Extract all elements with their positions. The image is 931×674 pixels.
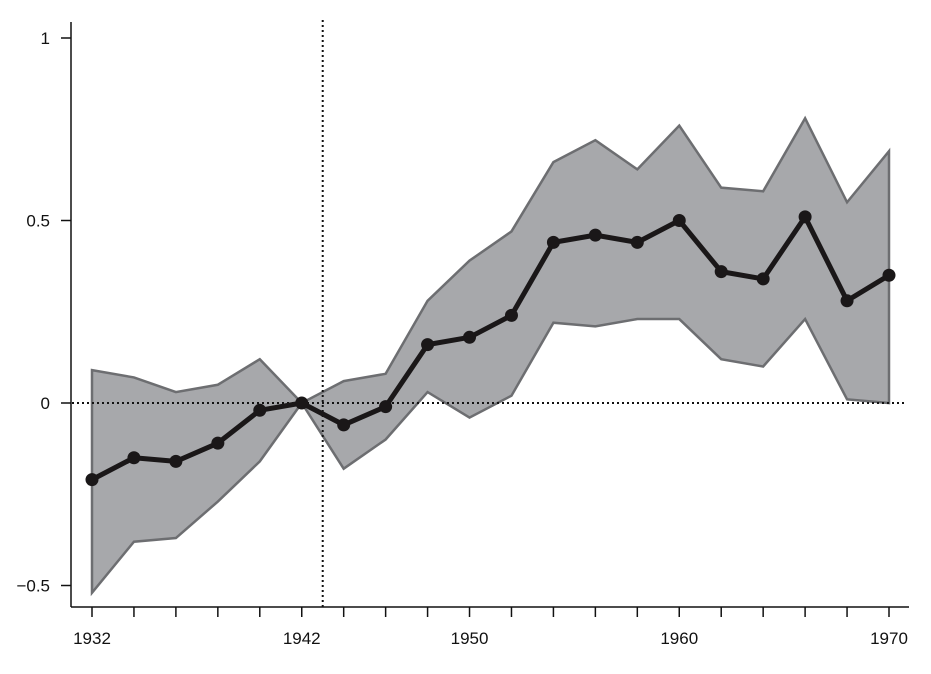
data-point bbox=[169, 454, 183, 468]
x-tick-label: 1970 bbox=[870, 629, 908, 648]
x-tick-label: 1942 bbox=[283, 629, 321, 648]
data-point bbox=[127, 451, 141, 465]
data-point bbox=[630, 235, 644, 249]
estimate-line bbox=[90, 214, 891, 482]
reference-lines bbox=[72, 20, 906, 607]
data-point bbox=[211, 436, 225, 450]
data-point bbox=[337, 418, 351, 432]
y-tick-label: −0.5 bbox=[16, 577, 50, 596]
data-point bbox=[85, 473, 99, 487]
y-tick-label: 1 bbox=[41, 29, 50, 48]
data-point bbox=[546, 235, 560, 249]
estimate-series bbox=[85, 210, 896, 487]
data-point bbox=[840, 294, 854, 308]
y-tick-label: 0.5 bbox=[26, 212, 50, 231]
data-point bbox=[504, 308, 518, 322]
x-tick-label: 1960 bbox=[660, 629, 698, 648]
data-point bbox=[756, 272, 770, 286]
x-tick-label: 1932 bbox=[73, 629, 111, 648]
confidence-band bbox=[90, 115, 891, 597]
data-point bbox=[714, 265, 728, 279]
data-point bbox=[253, 403, 267, 417]
axes: 1932 1942 1950 1960 1970 1 0.5 0 −0.5 bbox=[16, 22, 909, 648]
data-point bbox=[588, 228, 602, 242]
confidence-band-area bbox=[90, 115, 891, 597]
data-point bbox=[672, 214, 686, 227]
data-point bbox=[798, 210, 812, 224]
y-tick-label: 0 bbox=[41, 394, 50, 413]
data-point bbox=[882, 268, 896, 282]
data-point bbox=[421, 338, 435, 352]
data-point bbox=[295, 396, 309, 410]
x-tick-label: 1950 bbox=[451, 629, 489, 648]
data-point bbox=[379, 400, 393, 414]
data-point bbox=[463, 330, 477, 344]
